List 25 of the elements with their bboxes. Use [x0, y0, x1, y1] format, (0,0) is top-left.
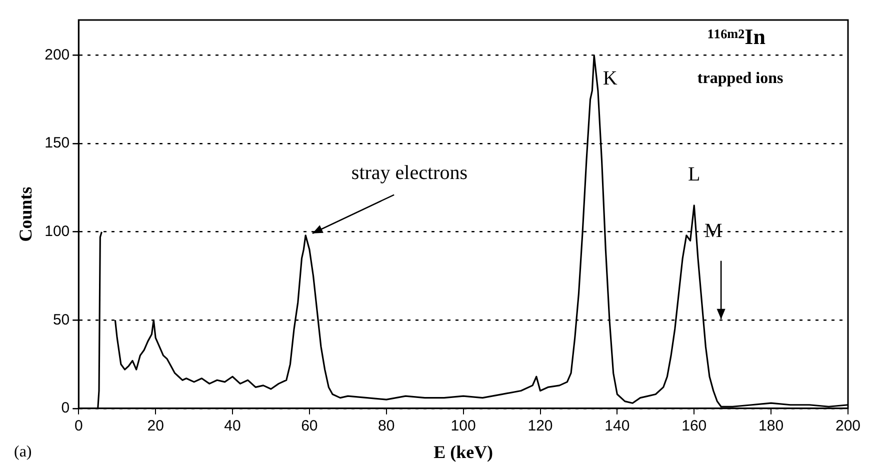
- x-axis-title: E (keV): [434, 442, 494, 462]
- y-tick-label: 200: [44, 46, 70, 64]
- annotation: ¹¹⁶ᵐ²In: [707, 24, 766, 49]
- x-tick-label: 20: [147, 418, 164, 435]
- x-tick-label: 60: [301, 418, 318, 435]
- x-tick-label: 160: [682, 418, 707, 435]
- annotation: K: [602, 68, 618, 90]
- x-tick-label: 120: [528, 418, 553, 435]
- x-tick-label: 140: [604, 418, 630, 435]
- y-tick-label: 150: [44, 134, 70, 152]
- x-tick-label: 0: [74, 418, 83, 435]
- x-tick-label: 200: [835, 418, 861, 435]
- y-tick-label: 100: [44, 222, 70, 240]
- annotation: M: [704, 220, 722, 242]
- x-tick-label: 40: [224, 418, 241, 435]
- y-axis-title: Counts: [15, 186, 36, 242]
- y-tick-label: 0: [61, 400, 70, 417]
- x-tick-label: 100: [450, 418, 476, 435]
- text: (a): [14, 443, 32, 460]
- x-tick-label: 180: [758, 418, 784, 435]
- x-tick-label: 80: [378, 418, 395, 435]
- annotation: L: [688, 164, 700, 186]
- y-tick-label: 50: [52, 311, 70, 328]
- annotation: stray electrons: [351, 162, 468, 184]
- annotation: trapped ions: [697, 70, 784, 87]
